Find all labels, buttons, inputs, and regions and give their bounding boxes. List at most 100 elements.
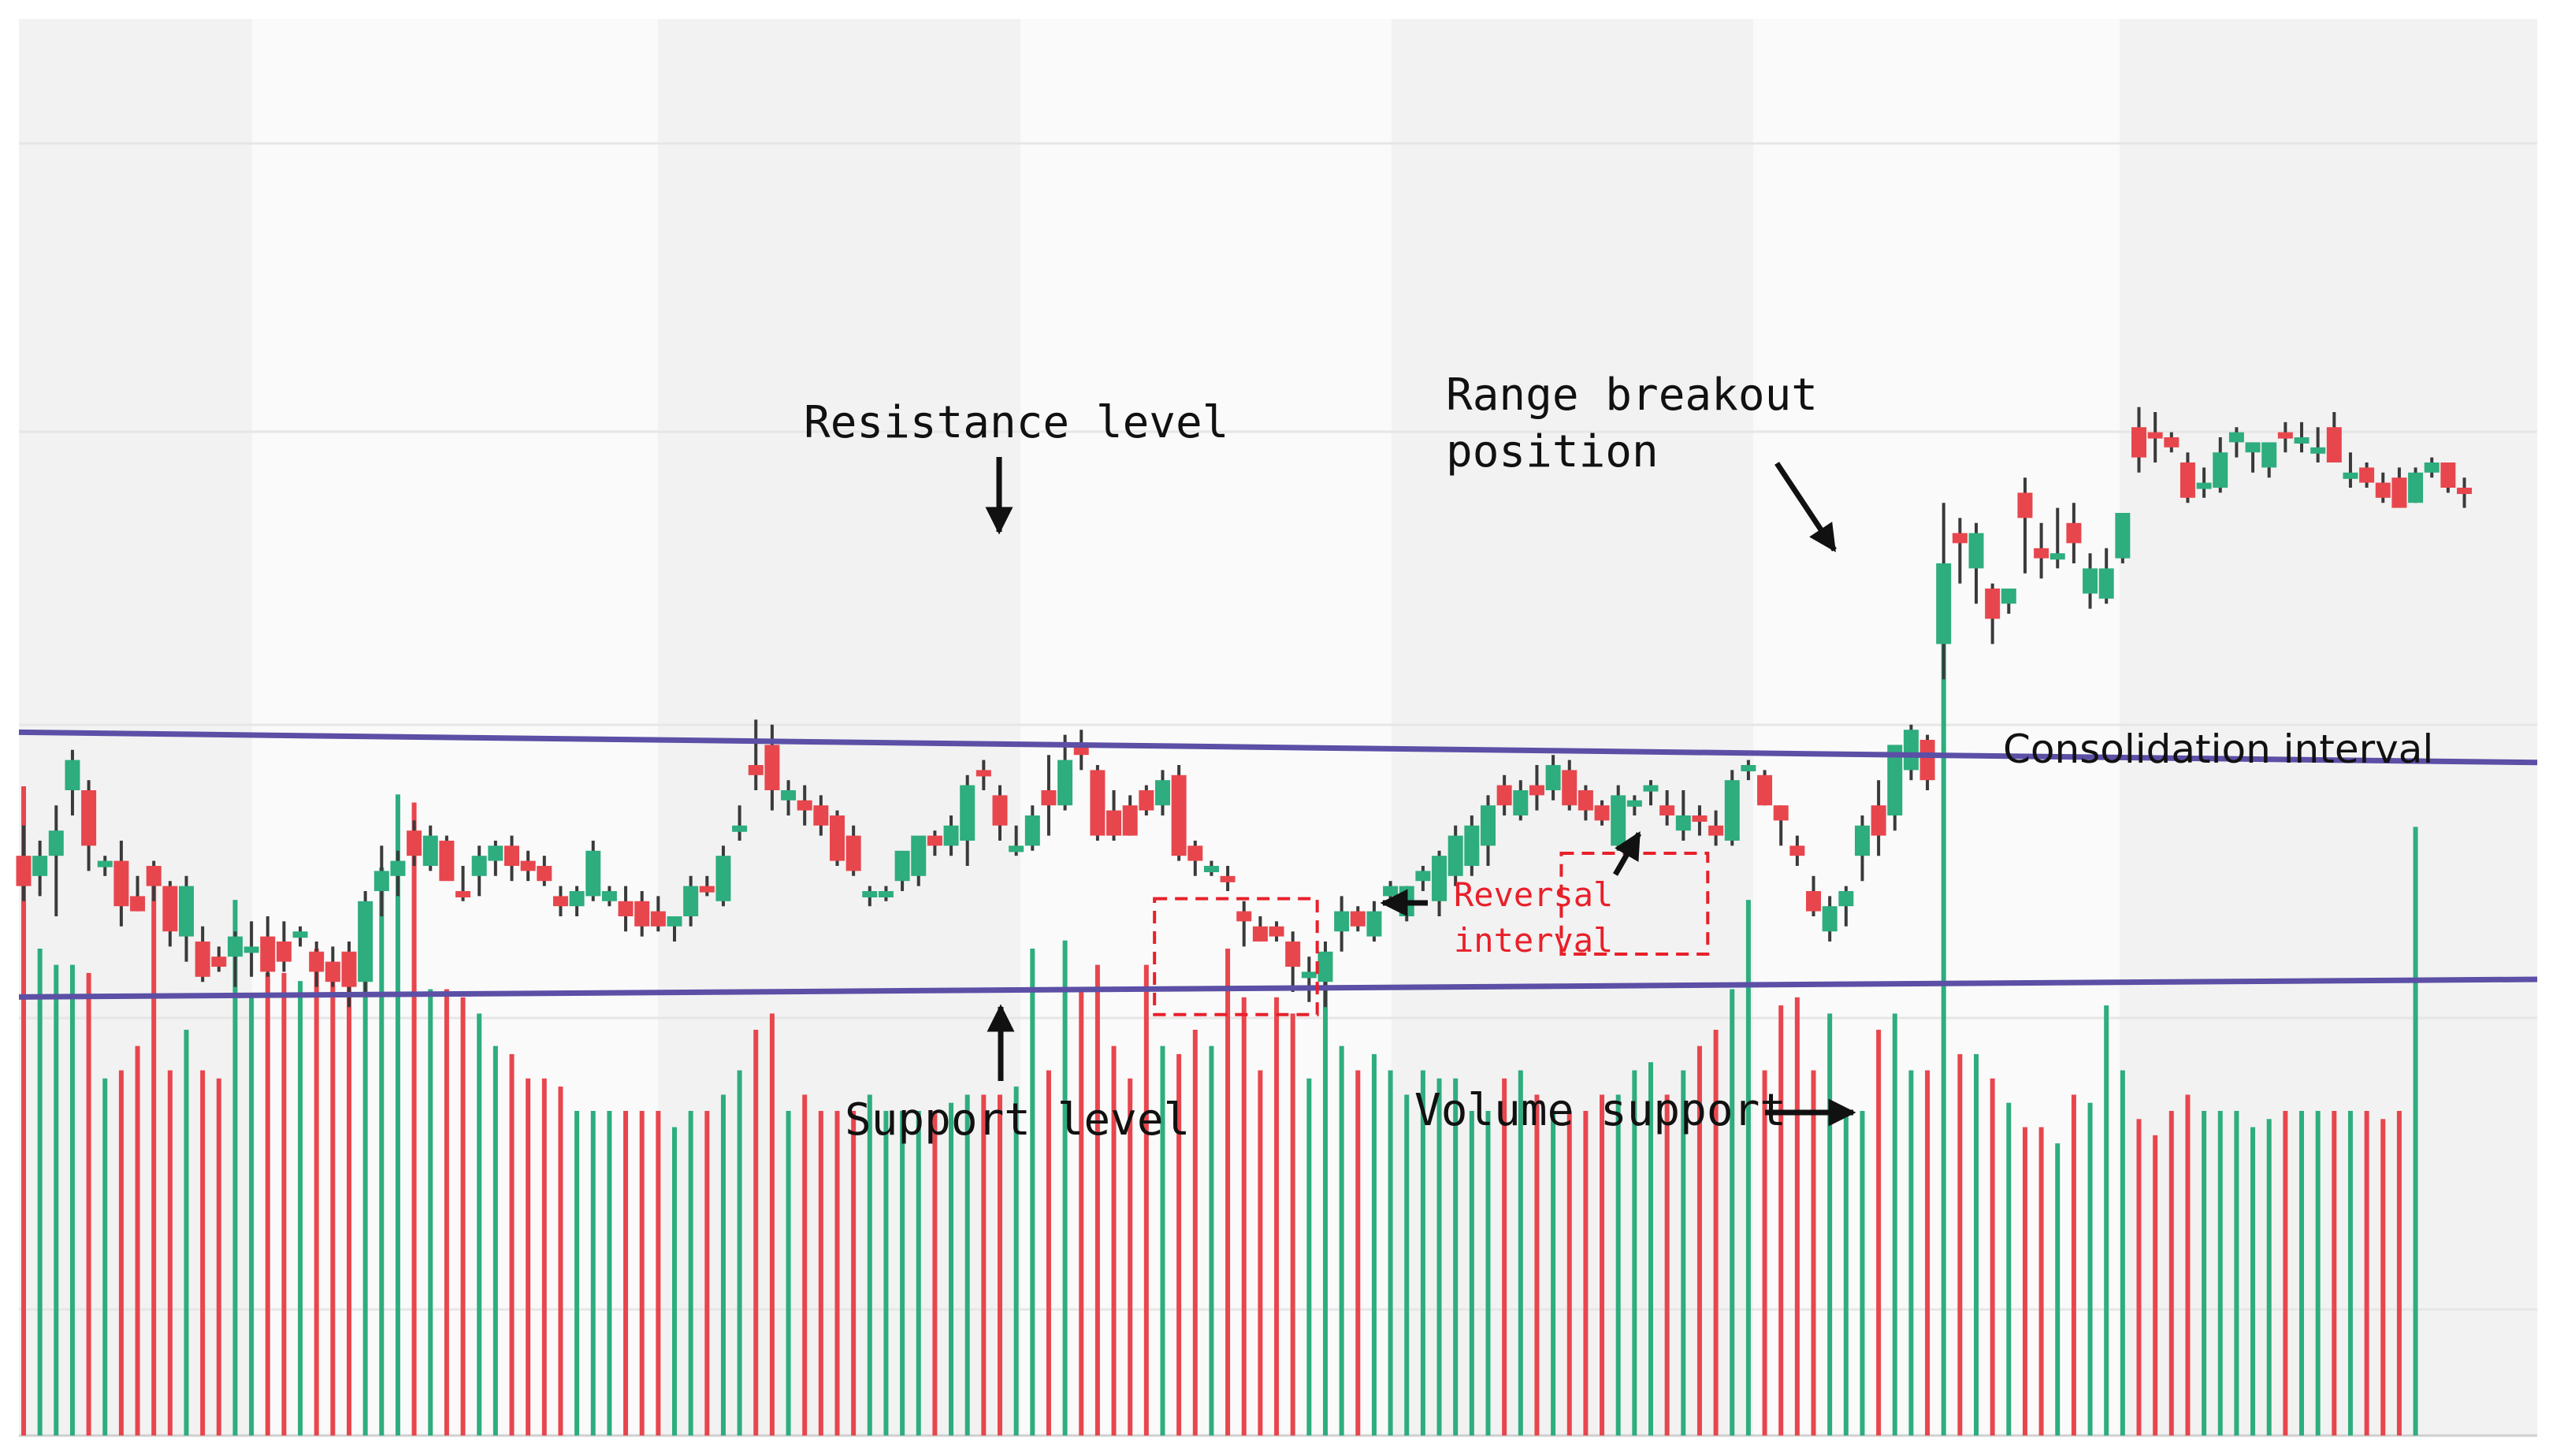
volume-bar <box>769 1013 775 1436</box>
candle-body <box>1171 774 1187 856</box>
candle <box>455 866 471 901</box>
resistance-line <box>18 729 2538 766</box>
candle-body <box>2343 472 2358 479</box>
volume-bar <box>249 997 255 1436</box>
volume-bar <box>314 949 319 1436</box>
candle-body <box>1643 785 1659 792</box>
candle <box>1545 755 1561 800</box>
candle <box>2408 467 2424 503</box>
candle-body <box>471 856 487 876</box>
candle <box>1122 795 1138 836</box>
volume-bar <box>1013 1086 1019 1436</box>
volume-bar <box>753 1030 759 1436</box>
volume-bar <box>590 1111 596 1436</box>
candle-body <box>2131 427 2146 458</box>
volume-bar <box>395 794 400 1436</box>
candle <box>1481 795 1496 866</box>
candle <box>48 805 64 916</box>
candle-body <box>1187 845 1203 861</box>
resistance-label: Resistance level <box>804 397 1228 448</box>
candle-body <box>1545 765 1561 790</box>
candle-body <box>1626 800 1642 807</box>
volume-bar <box>2120 1070 2125 1436</box>
candle <box>1741 760 1756 781</box>
candle <box>797 785 812 826</box>
candle <box>130 875 146 912</box>
volume-bar <box>1778 1005 1784 1436</box>
candle <box>2034 522 2049 579</box>
annotation-labels: Resistance level Range breakout position… <box>804 370 2433 1146</box>
candle <box>373 845 389 916</box>
volume-bar <box>362 964 368 1436</box>
volume-bar <box>1745 900 1751 1436</box>
volume-bar <box>2168 1111 2174 1436</box>
candle <box>634 891 650 937</box>
candle-body <box>1789 845 1805 856</box>
candle <box>1708 810 1724 846</box>
volume-bar <box>1583 1111 1589 1436</box>
candle-body <box>1871 805 1886 836</box>
volume-bar <box>1681 1070 1686 1436</box>
candle <box>195 926 210 982</box>
candle-body <box>1252 926 1268 942</box>
candle-body <box>748 765 764 775</box>
volume-bar <box>135 1046 140 1436</box>
volume-bars <box>21 640 2418 1436</box>
candle <box>227 931 243 987</box>
candle-body <box>2164 437 2180 448</box>
volume-bar <box>232 900 238 1436</box>
volume-bar <box>1371 1053 1377 1436</box>
volume-bar <box>2217 1111 2223 1436</box>
volume-bar <box>2347 1111 2353 1436</box>
candle-body <box>2326 427 2342 462</box>
candle-body <box>2391 477 2407 508</box>
volume-bar <box>1974 1053 1979 1436</box>
trend-lines <box>18 729 2538 1000</box>
candle-body <box>683 886 699 916</box>
volume-bar <box>2153 1135 2158 1436</box>
candle-body <box>1383 886 1399 897</box>
candle-body <box>1594 805 1610 821</box>
candle-body <box>911 835 927 876</box>
candle <box>2440 462 2456 493</box>
reversal-label-line1: Reversal <box>1454 875 1613 914</box>
candle <box>162 881 178 947</box>
candle <box>439 835 455 882</box>
volume-bar <box>639 1111 645 1436</box>
candle-body <box>113 860 129 907</box>
volume-bar <box>998 1094 1002 1436</box>
candle-body <box>2424 462 2440 473</box>
volume-bar <box>916 1111 921 1436</box>
candle-body <box>422 835 438 866</box>
volume-bar <box>509 1053 515 1436</box>
volume-bar <box>2380 1119 2386 1436</box>
volume-bar <box>1957 1053 1963 1436</box>
reversal-label-line2: interval <box>1454 921 1613 960</box>
volume-bar <box>102 1078 108 1436</box>
volume-bar <box>1794 997 1800 1436</box>
candle <box>292 926 308 947</box>
volume-bar <box>54 964 59 1436</box>
volume-bar <box>1892 1013 1897 1436</box>
volume-bar <box>151 867 157 1436</box>
candle-body <box>862 891 878 897</box>
volume-bar <box>1355 1070 1361 1436</box>
candle <box>1447 825 1463 886</box>
candle-body <box>2440 462 2456 488</box>
volume-bar <box>1209 1046 1214 1436</box>
candle <box>1220 866 1236 891</box>
candle <box>1952 518 1968 584</box>
volume-bar <box>1436 1078 1442 1436</box>
candle-body <box>1024 815 1040 846</box>
candle <box>894 850 910 891</box>
volume-bar <box>200 1070 206 1436</box>
volume-bar <box>444 989 449 1436</box>
volume-bar <box>1713 1030 1719 1436</box>
volume-bar <box>964 1094 970 1436</box>
candle-body <box>2017 492 2033 518</box>
candle <box>1106 790 1122 841</box>
candle-body <box>601 891 617 901</box>
candle <box>862 886 878 907</box>
candle <box>1626 795 1642 815</box>
